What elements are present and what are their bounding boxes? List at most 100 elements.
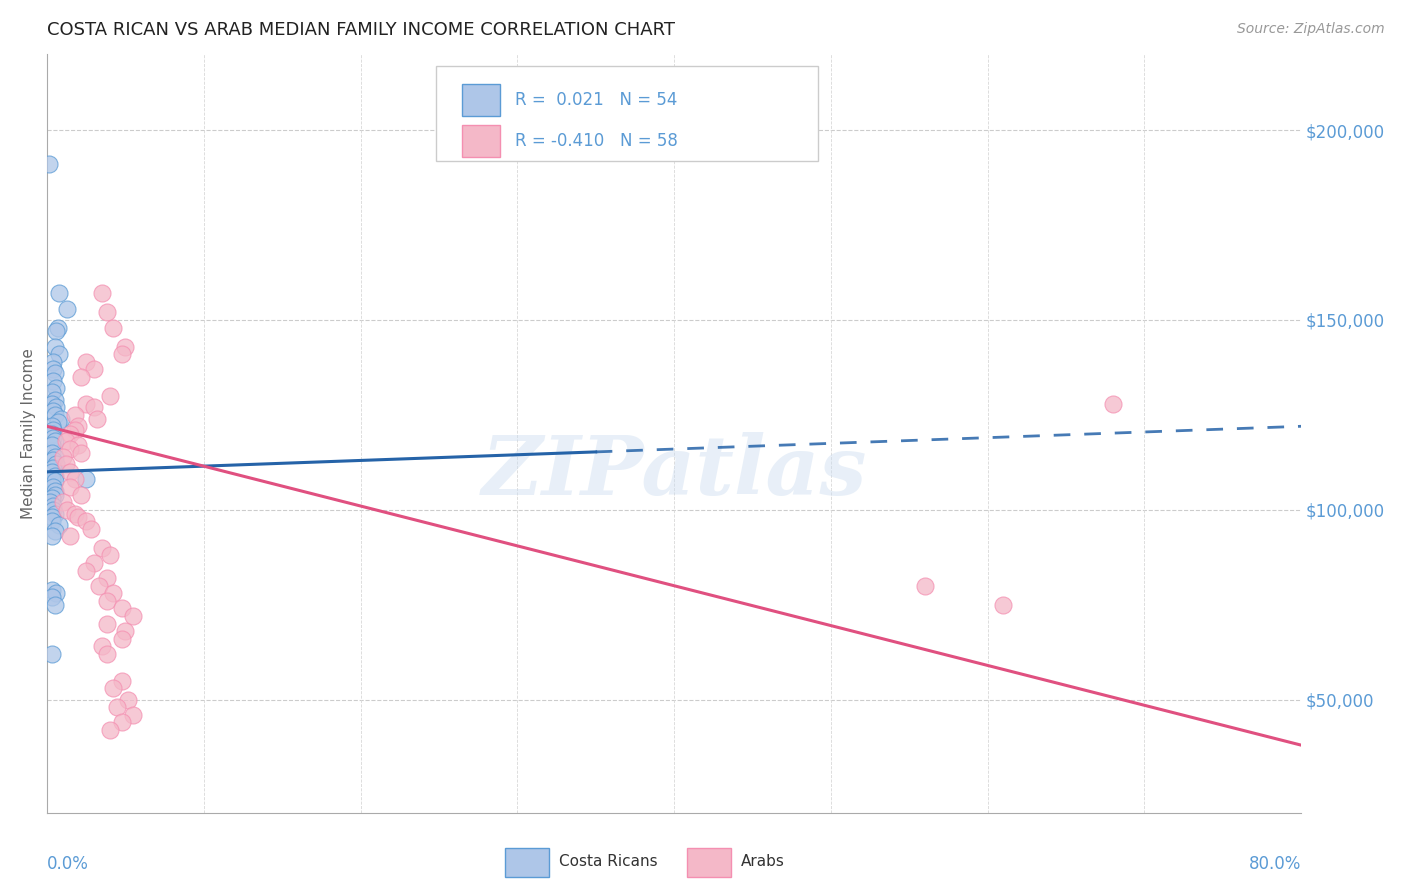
Point	[41, 510, 63, 524]
Point	[41, 396, 63, 410]
Point	[98, 549, 121, 563]
Point	[993, 598, 1015, 612]
Point	[42, 355, 65, 369]
Point	[96, 647, 118, 661]
Point	[59, 529, 82, 543]
Point	[55, 457, 77, 471]
Point	[63, 507, 86, 521]
Point	[83, 362, 105, 376]
Point	[44, 507, 66, 521]
Point	[70, 446, 93, 460]
Point	[63, 408, 86, 422]
Point	[41, 491, 63, 506]
Point	[41, 647, 63, 661]
Point	[98, 723, 121, 737]
Point	[96, 616, 118, 631]
Point	[42, 461, 65, 475]
Point	[48, 286, 70, 301]
Point	[75, 514, 97, 528]
Point	[55, 434, 77, 449]
Point	[44, 434, 66, 449]
Point	[45, 586, 67, 600]
Point	[114, 340, 136, 354]
Point	[59, 465, 82, 479]
Point	[44, 468, 66, 483]
Point	[44, 524, 66, 538]
Point	[42, 431, 65, 445]
Point	[41, 438, 63, 452]
Point	[44, 487, 66, 501]
Point	[67, 510, 90, 524]
Point	[101, 681, 124, 696]
Text: Arabs: Arabs	[741, 854, 785, 869]
Text: Costa Ricans: Costa Ricans	[558, 854, 657, 869]
Point	[42, 453, 65, 467]
Point	[45, 325, 67, 339]
Point	[49, 411, 72, 425]
Point	[42, 374, 65, 388]
FancyBboxPatch shape	[505, 848, 548, 877]
Point	[44, 340, 66, 354]
Point	[48, 518, 70, 533]
Point	[101, 586, 124, 600]
Point	[44, 408, 66, 422]
Point	[63, 472, 86, 486]
Point	[52, 450, 75, 464]
Text: COSTA RICAN VS ARAB MEDIAN FAMILY INCOME CORRELATION CHART: COSTA RICAN VS ARAB MEDIAN FAMILY INCOME…	[46, 21, 675, 39]
Point	[90, 640, 112, 654]
Point	[52, 495, 75, 509]
Point	[59, 480, 82, 494]
Point	[46, 320, 69, 334]
Point	[83, 556, 105, 570]
Point	[41, 582, 63, 597]
Point	[38, 157, 60, 171]
Point	[56, 301, 79, 316]
Point	[41, 472, 63, 486]
Point	[48, 347, 70, 361]
FancyBboxPatch shape	[686, 848, 731, 877]
Point	[111, 715, 134, 730]
Text: 0.0%: 0.0%	[46, 855, 89, 873]
Point	[42, 499, 65, 513]
Point	[42, 423, 65, 437]
Point	[87, 579, 110, 593]
Point	[70, 370, 93, 384]
Text: R =  0.021   N = 54: R = 0.021 N = 54	[515, 91, 678, 109]
Point	[44, 392, 66, 407]
Text: ZIPatlas: ZIPatlas	[481, 432, 868, 512]
Point	[44, 366, 66, 380]
Text: 80.0%: 80.0%	[1249, 855, 1301, 873]
Point	[111, 601, 134, 615]
Point	[42, 503, 65, 517]
Point	[96, 571, 118, 585]
Point	[101, 320, 124, 334]
Point	[42, 404, 65, 418]
Point	[70, 487, 93, 501]
Point	[98, 389, 121, 403]
Point	[83, 401, 105, 415]
Text: Source: ZipAtlas.com: Source: ZipAtlas.com	[1237, 22, 1385, 37]
Point	[41, 385, 63, 400]
Point	[41, 465, 63, 479]
Point	[44, 483, 66, 498]
FancyBboxPatch shape	[436, 66, 818, 161]
Point	[67, 438, 90, 452]
Point	[111, 632, 134, 646]
Point	[45, 401, 67, 415]
Point	[914, 579, 936, 593]
Point	[44, 598, 66, 612]
Point	[111, 673, 134, 688]
Point	[41, 419, 63, 434]
Point	[90, 286, 112, 301]
Point	[122, 609, 145, 624]
Point	[59, 426, 82, 441]
Point	[41, 446, 63, 460]
Point	[122, 707, 145, 722]
Point	[90, 541, 112, 555]
Point	[75, 564, 97, 578]
Point	[114, 624, 136, 639]
Point	[45, 381, 67, 395]
Point	[46, 416, 69, 430]
Point	[75, 396, 97, 410]
Point	[1102, 396, 1125, 410]
